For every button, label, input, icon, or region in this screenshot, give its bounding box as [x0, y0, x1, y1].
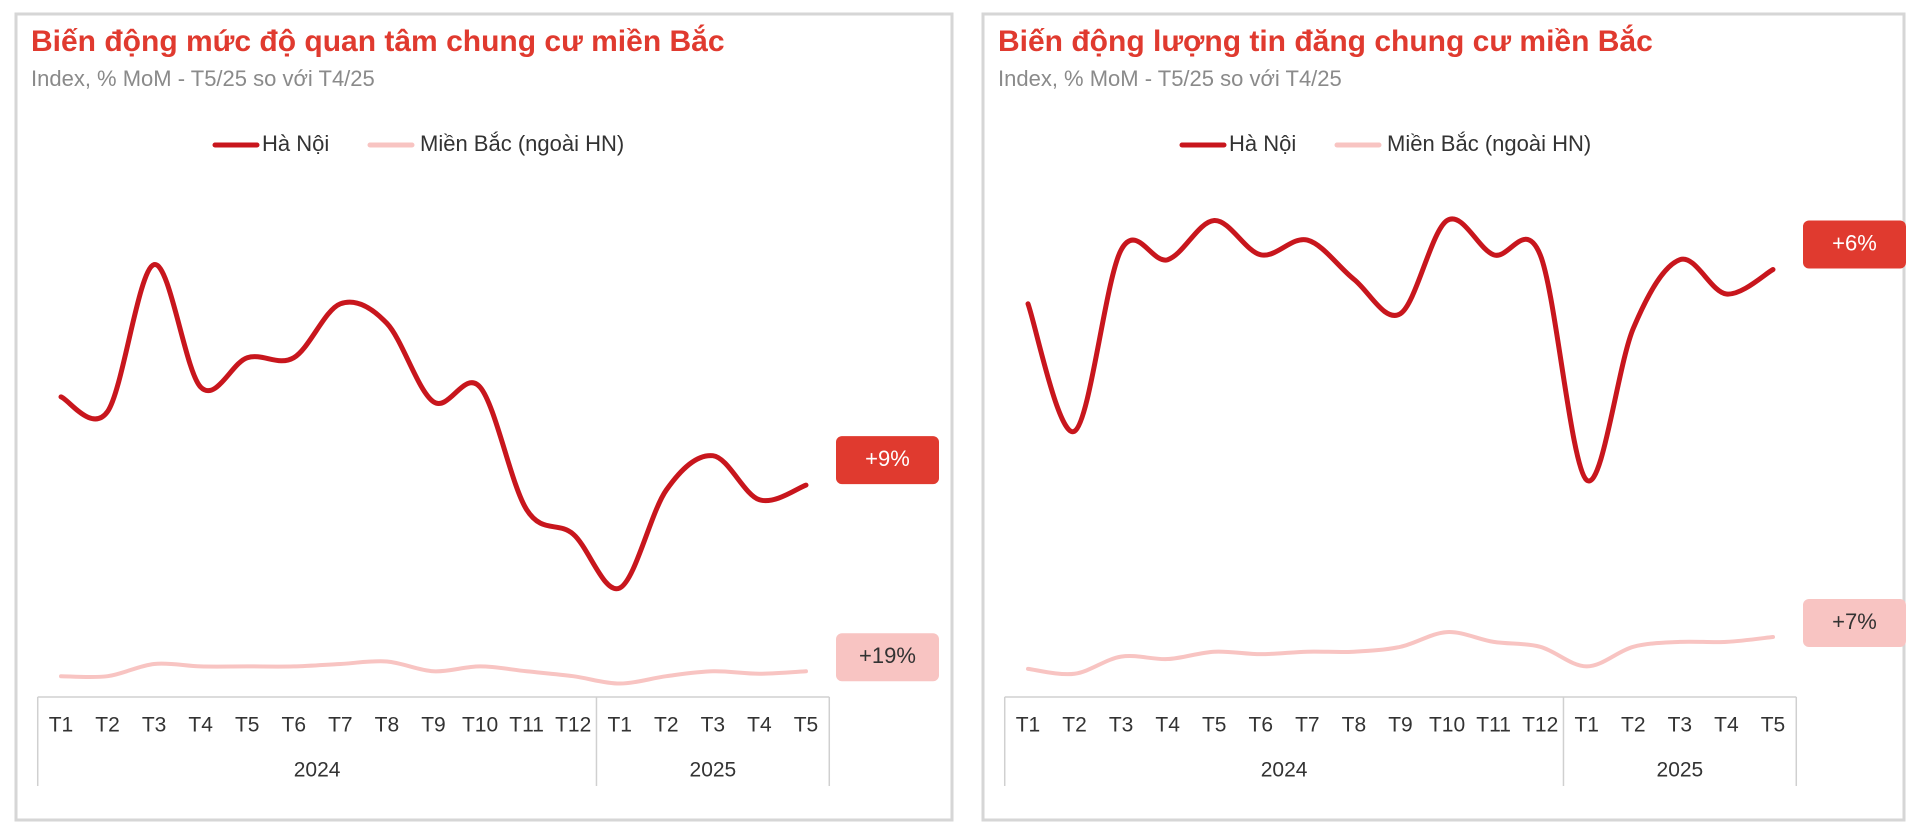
x-tick-label: T5 — [794, 714, 819, 737]
panel-frame — [14, 12, 954, 822]
x-tick-label: T8 — [1342, 714, 1367, 737]
x-tick-label: T1 — [49, 714, 74, 737]
change-badge — [1803, 220, 1906, 269]
x-tick-label: T5 — [235, 714, 260, 737]
group-label: 2024 — [1261, 759, 1308, 782]
group-label: 2024 — [294, 759, 341, 782]
x-tick-label: T2 — [1062, 714, 1087, 737]
legend-label: Miền Bắc (ngoài HN) — [1387, 131, 1591, 156]
x-tick-label: T1 — [607, 714, 632, 737]
change-label: +9% — [865, 446, 910, 471]
change-badge — [836, 633, 939, 682]
chart-subtitle: Index, % MoM - T5/25 so với T4/25 — [998, 66, 1342, 91]
x-tick-label: T5 — [1202, 714, 1227, 737]
x-tick-label: T11 — [509, 714, 544, 737]
legend-label: Hà Nội — [262, 131, 329, 156]
chart-title: Biến động lượng tin đăng chung cư miền B… — [998, 24, 1653, 58]
x-tick-label: T1 — [1016, 714, 1041, 737]
x-tick-label: T2 — [1621, 714, 1646, 737]
change-badge — [1803, 599, 1906, 647]
x-tick-label: T5 — [1761, 714, 1786, 737]
series-line — [58, 262, 809, 592]
group-label: 2025 — [1657, 759, 1704, 782]
x-tick-label: T4 — [1155, 714, 1180, 737]
group-label: 2025 — [690, 759, 737, 782]
x-tick-label: T3 — [1109, 714, 1134, 737]
x-tick-label: T10 — [1429, 714, 1465, 737]
change-label: +6% — [1832, 230, 1877, 255]
x-tick-label: T7 — [1295, 714, 1320, 737]
x-tick-label: T1 — [1574, 714, 1599, 737]
x-tick-label: T9 — [421, 714, 446, 737]
series-line — [59, 659, 808, 686]
change-badge — [836, 436, 939, 485]
x-tick-label: T6 — [282, 714, 307, 737]
x-tick-label: T4 — [1714, 714, 1739, 737]
x-tick-label: T4 — [188, 714, 213, 737]
chart-title: Biến động mức độ quan tâm chung cư miền … — [31, 24, 725, 58]
change-label: +7% — [1832, 609, 1877, 634]
x-tick-label: T9 — [1388, 714, 1413, 737]
x-tick-label: T4 — [747, 714, 772, 737]
x-tick-label: T6 — [1249, 714, 1274, 737]
change-label: +19% — [859, 643, 916, 668]
series-line — [1026, 630, 1775, 677]
x-tick-label: T3 — [142, 714, 167, 737]
x-tick-label: T7 — [328, 714, 353, 737]
x-tick-label: T12 — [555, 714, 591, 737]
series-line — [1025, 216, 1776, 484]
x-tick-label: T10 — [462, 714, 498, 737]
x-tick-label: T2 — [654, 714, 679, 737]
x-tick-label: T2 — [95, 714, 120, 737]
legend-label: Miền Bắc (ngoài HN) — [420, 131, 624, 156]
x-tick-label: T8 — [375, 714, 400, 737]
x-tick-label: T3 — [1668, 714, 1693, 737]
x-tick-label: T11 — [1476, 714, 1511, 737]
chart-subtitle: Index, % MoM - T5/25 so với T4/25 — [31, 66, 375, 91]
x-tick-label: T3 — [701, 714, 726, 737]
x-tick-label: T12 — [1522, 714, 1558, 737]
legend-label: Hà Nội — [1229, 131, 1296, 156]
panel-frame — [981, 12, 1906, 822]
